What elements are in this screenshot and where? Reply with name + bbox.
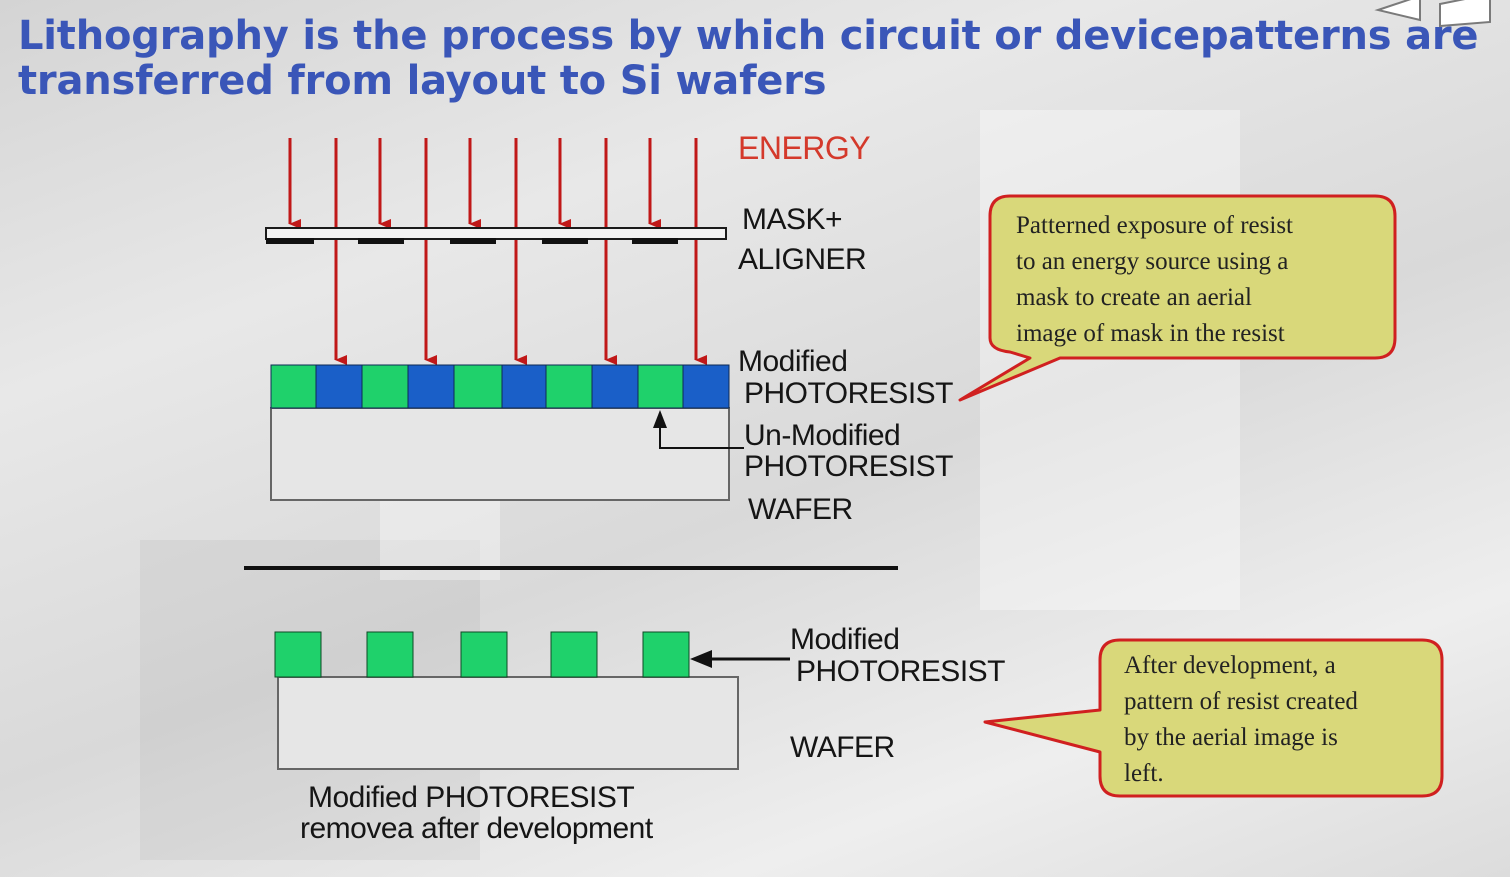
aligner-label: ALIGNER — [738, 243, 867, 276]
mask-opaque-block — [358, 238, 404, 244]
photoresist-layer — [270, 364, 730, 409]
callout-line: to an energy source using a — [1016, 248, 1289, 275]
resist-modified — [591, 364, 639, 409]
title-line-2: transferred from layout to Si wafers — [18, 58, 827, 104]
mask-opaque-block — [632, 238, 678, 244]
resist-unmodified — [453, 364, 503, 409]
resist-unmodified — [545, 364, 593, 409]
resist-unmodified — [270, 364, 317, 409]
modified-bottom-pointer — [690, 650, 790, 668]
wafer-bottom — [277, 676, 739, 770]
callout-exposure-text: Patterned exposure of resist to an energ… — [1016, 208, 1293, 352]
development-caption: Modified PHOTORESIST removea after devel… — [300, 782, 653, 844]
background-panel — [980, 110, 1240, 610]
developed-resist — [274, 631, 690, 678]
title-line-1: Lithography is the process by which circ… — [18, 13, 1479, 59]
wafer-bottom-label: WAFER — [790, 731, 895, 764]
modified-label: Modified — [738, 345, 848, 378]
mask-opaque-block — [450, 238, 496, 244]
callout-line: pattern of resist created — [1124, 688, 1358, 715]
unmodified-photoresist-label: Un-Modified PHOTORESIST — [744, 420, 953, 482]
slide-title: Lithography is the process by which circ… — [18, 13, 1479, 104]
callout-development-bubble — [983, 638, 1444, 798]
resist-island — [366, 631, 414, 678]
wafer-top-label: WAFER — [748, 493, 853, 526]
window-corner-icon — [1374, 0, 1491, 28]
caption-line-2: removea after development — [300, 812, 653, 845]
modified-photoresist-top-label: Modified PHOTORESIST — [738, 346, 953, 410]
mask-label: MASK+ — [742, 203, 843, 236]
photoresist-label: PHOTORESIST — [796, 655, 1005, 688]
resist-modified — [315, 364, 363, 409]
resist-island — [642, 631, 690, 678]
modified-photoresist-bottom-label: Modified PHOTORESIST — [790, 624, 1005, 688]
mask-aligner-label: MASK+ ALIGNER — [738, 200, 867, 280]
resist-modified — [682, 364, 730, 409]
caption-line-1: Modified PHOTORESIST — [308, 781, 635, 814]
mask-opaque-block — [266, 238, 314, 244]
resist-unmodified — [361, 364, 409, 409]
mask-plate — [265, 227, 727, 244]
mask-opaque-block — [542, 238, 588, 244]
resist-unmodified — [637, 364, 684, 409]
photoresist-label: PHOTORESIST — [744, 450, 953, 483]
callout-development-text: After development, a pattern of resist c… — [1124, 648, 1358, 792]
resist-island — [460, 631, 508, 678]
callout-exposure-bubble — [958, 194, 1397, 402]
callout-line: mask to create an aerial — [1016, 284, 1252, 311]
callout-line: by the aerial image is — [1124, 724, 1338, 751]
callout-line: left. — [1124, 760, 1164, 787]
callout-line: After development, a — [1124, 652, 1336, 679]
energy-label: ENERGY — [738, 130, 871, 166]
unmodified-label: Un-Modified — [744, 419, 901, 452]
callout-line: image of mask in the resist — [1016, 320, 1285, 347]
unmodified-pointer — [653, 410, 744, 449]
resist-modified — [407, 364, 455, 409]
energy-arrows — [288, 138, 707, 365]
resist-island — [274, 631, 322, 678]
callout-line: Patterned exposure of resist — [1016, 212, 1294, 239]
resist-island — [550, 631, 598, 678]
modified-label: Modified — [790, 623, 900, 656]
photoresist-label: PHOTORESIST — [744, 377, 953, 410]
resist-modified — [501, 364, 547, 409]
